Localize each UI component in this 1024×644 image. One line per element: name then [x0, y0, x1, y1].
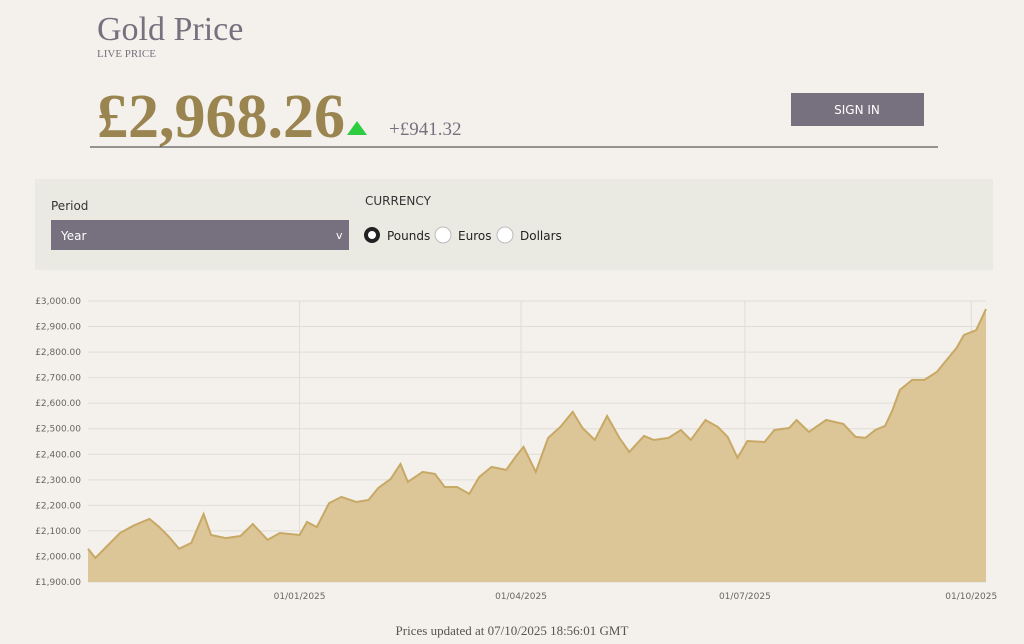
y-tick-label: £2,300.00 [35, 476, 81, 486]
sign-in-button[interactable] [791, 93, 924, 126]
sign-in-label[interactable]: SIGN IN [834, 103, 880, 117]
y-tick-label: £2,600.00 [35, 399, 81, 409]
area [88, 309, 986, 582]
x-tick-label: 01/04/2025 [495, 592, 547, 602]
y-tick-label: £2,500.00 [35, 425, 81, 435]
radio[interactable] [364, 227, 380, 243]
y-tick-label: £2,900.00 [35, 323, 81, 333]
radio-label[interactable]: Euros [458, 229, 491, 243]
period-label: Period [51, 199, 88, 213]
up-arrow [347, 121, 367, 135]
y-tick-label: £3,000.00 [35, 297, 81, 307]
radio[interactable] [434, 226, 452, 244]
subtitle: LIVE PRICE [97, 48, 156, 60]
y-tick-label: £2,400.00 [35, 450, 81, 460]
select-arrow[interactable]: v [336, 229, 343, 242]
y-tick-label: £2,200.00 [35, 501, 81, 511]
radio-label[interactable]: Dollars [520, 229, 562, 243]
title: Gold Price [97, 11, 243, 48]
y-tick-label: £2,700.00 [35, 374, 81, 384]
price-line [87, 308, 987, 560]
x-tick-label: 01/10/2025 [945, 592, 997, 602]
radio-label[interactable]: Pounds [387, 229, 430, 243]
footer: Prices updated at 07/10/2025 18:56:01 GM… [396, 623, 629, 638]
y-tick-label: £2,000.00 [35, 552, 81, 562]
change: +£941.32 [389, 119, 461, 140]
y-tick-label: £2,100.00 [35, 527, 81, 537]
period-select[interactable] [51, 220, 349, 250]
period-value[interactable]: Year [60, 229, 86, 243]
radio[interactable] [496, 226, 514, 244]
y-tick-label: £2,800.00 [35, 348, 81, 358]
x-tick-label: 01/07/2025 [719, 592, 771, 602]
y-tick-label: £1,900.00 [35, 578, 81, 588]
x-tick-label: 01/01/2025 [274, 592, 326, 602]
currency-label: CURRENCY [365, 194, 432, 208]
price: £2,968.26 [97, 83, 345, 151]
